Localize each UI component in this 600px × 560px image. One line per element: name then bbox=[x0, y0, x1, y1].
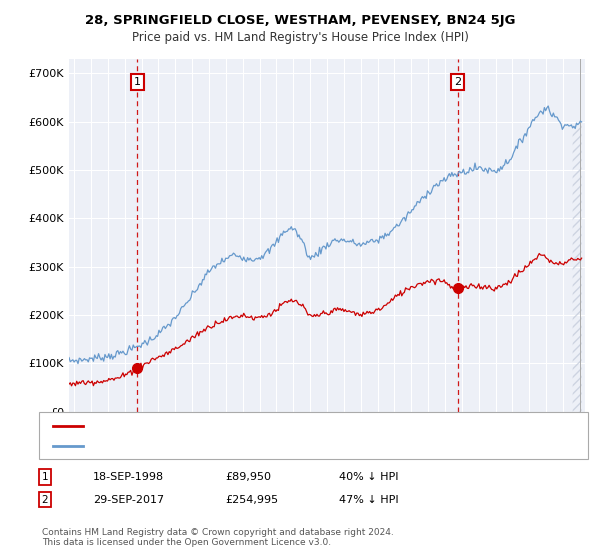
Text: £254,995: £254,995 bbox=[225, 494, 278, 505]
Text: 40% ↓ HPI: 40% ↓ HPI bbox=[339, 472, 398, 482]
Text: 18-SEP-1998: 18-SEP-1998 bbox=[93, 472, 164, 482]
Text: 29-SEP-2017: 29-SEP-2017 bbox=[93, 494, 164, 505]
Text: £89,950: £89,950 bbox=[225, 472, 271, 482]
Text: 1: 1 bbox=[41, 472, 49, 482]
Text: Price paid vs. HM Land Registry's House Price Index (HPI): Price paid vs. HM Land Registry's House … bbox=[131, 31, 469, 44]
Text: 28, SPRINGFIELD CLOSE, WESTHAM, PEVENSEY, BN24 5JG: 28, SPRINGFIELD CLOSE, WESTHAM, PEVENSEY… bbox=[85, 14, 515, 27]
Text: 2: 2 bbox=[454, 77, 461, 87]
Text: 1: 1 bbox=[134, 77, 141, 87]
Text: 28, SPRINGFIELD CLOSE, WESTHAM, PEVENSEY, BN24 5JG (detached house): 28, SPRINGFIELD CLOSE, WESTHAM, PEVENSEY… bbox=[89, 421, 468, 431]
Text: 2: 2 bbox=[41, 494, 49, 505]
Text: Contains HM Land Registry data © Crown copyright and database right 2024.
This d: Contains HM Land Registry data © Crown c… bbox=[42, 528, 394, 547]
Text: HPI: Average price, detached house, Wealden: HPI: Average price, detached house, Weal… bbox=[89, 441, 316, 451]
Text: 47% ↓ HPI: 47% ↓ HPI bbox=[339, 494, 398, 505]
